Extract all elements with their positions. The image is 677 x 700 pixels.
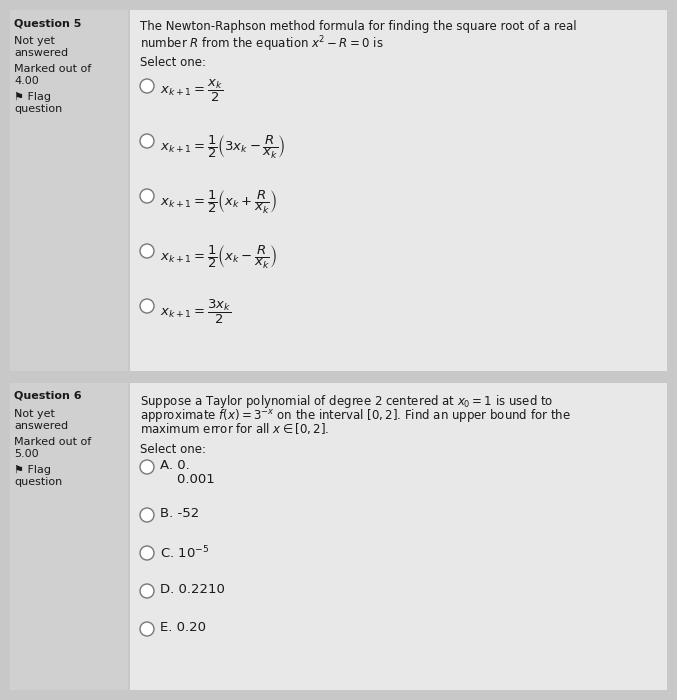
Text: answered: answered [14, 48, 68, 58]
Text: Marked out of: Marked out of [14, 437, 91, 447]
FancyBboxPatch shape [8, 8, 669, 373]
Text: E. 0.20: E. 0.20 [160, 621, 206, 634]
Circle shape [140, 546, 154, 560]
Text: maximum error for all $x\in[0,2]$.: maximum error for all $x\in[0,2]$. [140, 421, 329, 436]
Text: The Newton-Raphson method formula for finding the square root of a real: The Newton-Raphson method formula for fi… [140, 20, 577, 33]
Text: 4.00: 4.00 [14, 76, 39, 86]
Text: $x_{k+1}=\dfrac{3x_k}{2}$: $x_{k+1}=\dfrac{3x_k}{2}$ [160, 298, 232, 326]
Text: number $\mathit{R}$ from the equation $x^2-R=0$ is: number $\mathit{R}$ from the equation $x… [140, 34, 383, 54]
Circle shape [140, 79, 154, 93]
Text: ⚑ Flag: ⚑ Flag [14, 465, 51, 475]
Text: question: question [14, 104, 62, 114]
Circle shape [140, 244, 154, 258]
Text: D. 0.2210: D. 0.2210 [160, 583, 225, 596]
Text: B. -52: B. -52 [160, 507, 199, 520]
Text: 0.001: 0.001 [160, 473, 215, 486]
Text: Question 5: Question 5 [14, 18, 81, 28]
FancyBboxPatch shape [10, 383, 128, 690]
Text: Select one:: Select one: [140, 443, 206, 456]
Text: Not yet: Not yet [14, 409, 55, 419]
Text: question: question [14, 477, 62, 487]
Circle shape [140, 299, 154, 313]
Text: approximate $f(x)=3^{-x}$ on the interval $[0,2]$. Find an upper bound for the: approximate $f(x)=3^{-x}$ on the interva… [140, 407, 571, 424]
Text: Suppose a Taylor polynomial of degree 2 centered at $x_0=1$ is used to: Suppose a Taylor polynomial of degree 2 … [140, 393, 553, 410]
Circle shape [140, 460, 154, 474]
Text: Question 6: Question 6 [14, 391, 82, 401]
Text: Select one:: Select one: [140, 56, 206, 69]
Text: ⚑ Flag: ⚑ Flag [14, 92, 51, 102]
Circle shape [140, 622, 154, 636]
Text: Not yet: Not yet [14, 36, 55, 46]
Text: A. 0.: A. 0. [160, 459, 190, 472]
Circle shape [140, 584, 154, 598]
Text: answered: answered [14, 421, 68, 431]
Text: $x_{k+1}=\dfrac{1}{2}\left(3x_k-\dfrac{R}{x_k}\right)$: $x_{k+1}=\dfrac{1}{2}\left(3x_k-\dfrac{R… [160, 133, 286, 160]
Text: 5.00: 5.00 [14, 449, 39, 459]
Circle shape [140, 189, 154, 203]
Text: Marked out of: Marked out of [14, 64, 91, 74]
Text: $x_{k+1}=\dfrac{x_k}{2}$: $x_{k+1}=\dfrac{x_k}{2}$ [160, 78, 223, 104]
Circle shape [140, 134, 154, 148]
FancyBboxPatch shape [8, 381, 669, 692]
Circle shape [140, 508, 154, 522]
FancyBboxPatch shape [10, 10, 128, 371]
Text: $x_{k+1}=\dfrac{1}{2}\left(x_k-\dfrac{R}{x_k}\right)$: $x_{k+1}=\dfrac{1}{2}\left(x_k-\dfrac{R}… [160, 243, 277, 270]
Text: $x_{k+1}=\dfrac{1}{2}\left(x_k+\dfrac{R}{x_k}\right)$: $x_{k+1}=\dfrac{1}{2}\left(x_k+\dfrac{R}… [160, 188, 277, 215]
FancyBboxPatch shape [130, 10, 667, 371]
FancyBboxPatch shape [130, 383, 667, 690]
Text: C. $10^{-5}$: C. $10^{-5}$ [160, 545, 209, 561]
